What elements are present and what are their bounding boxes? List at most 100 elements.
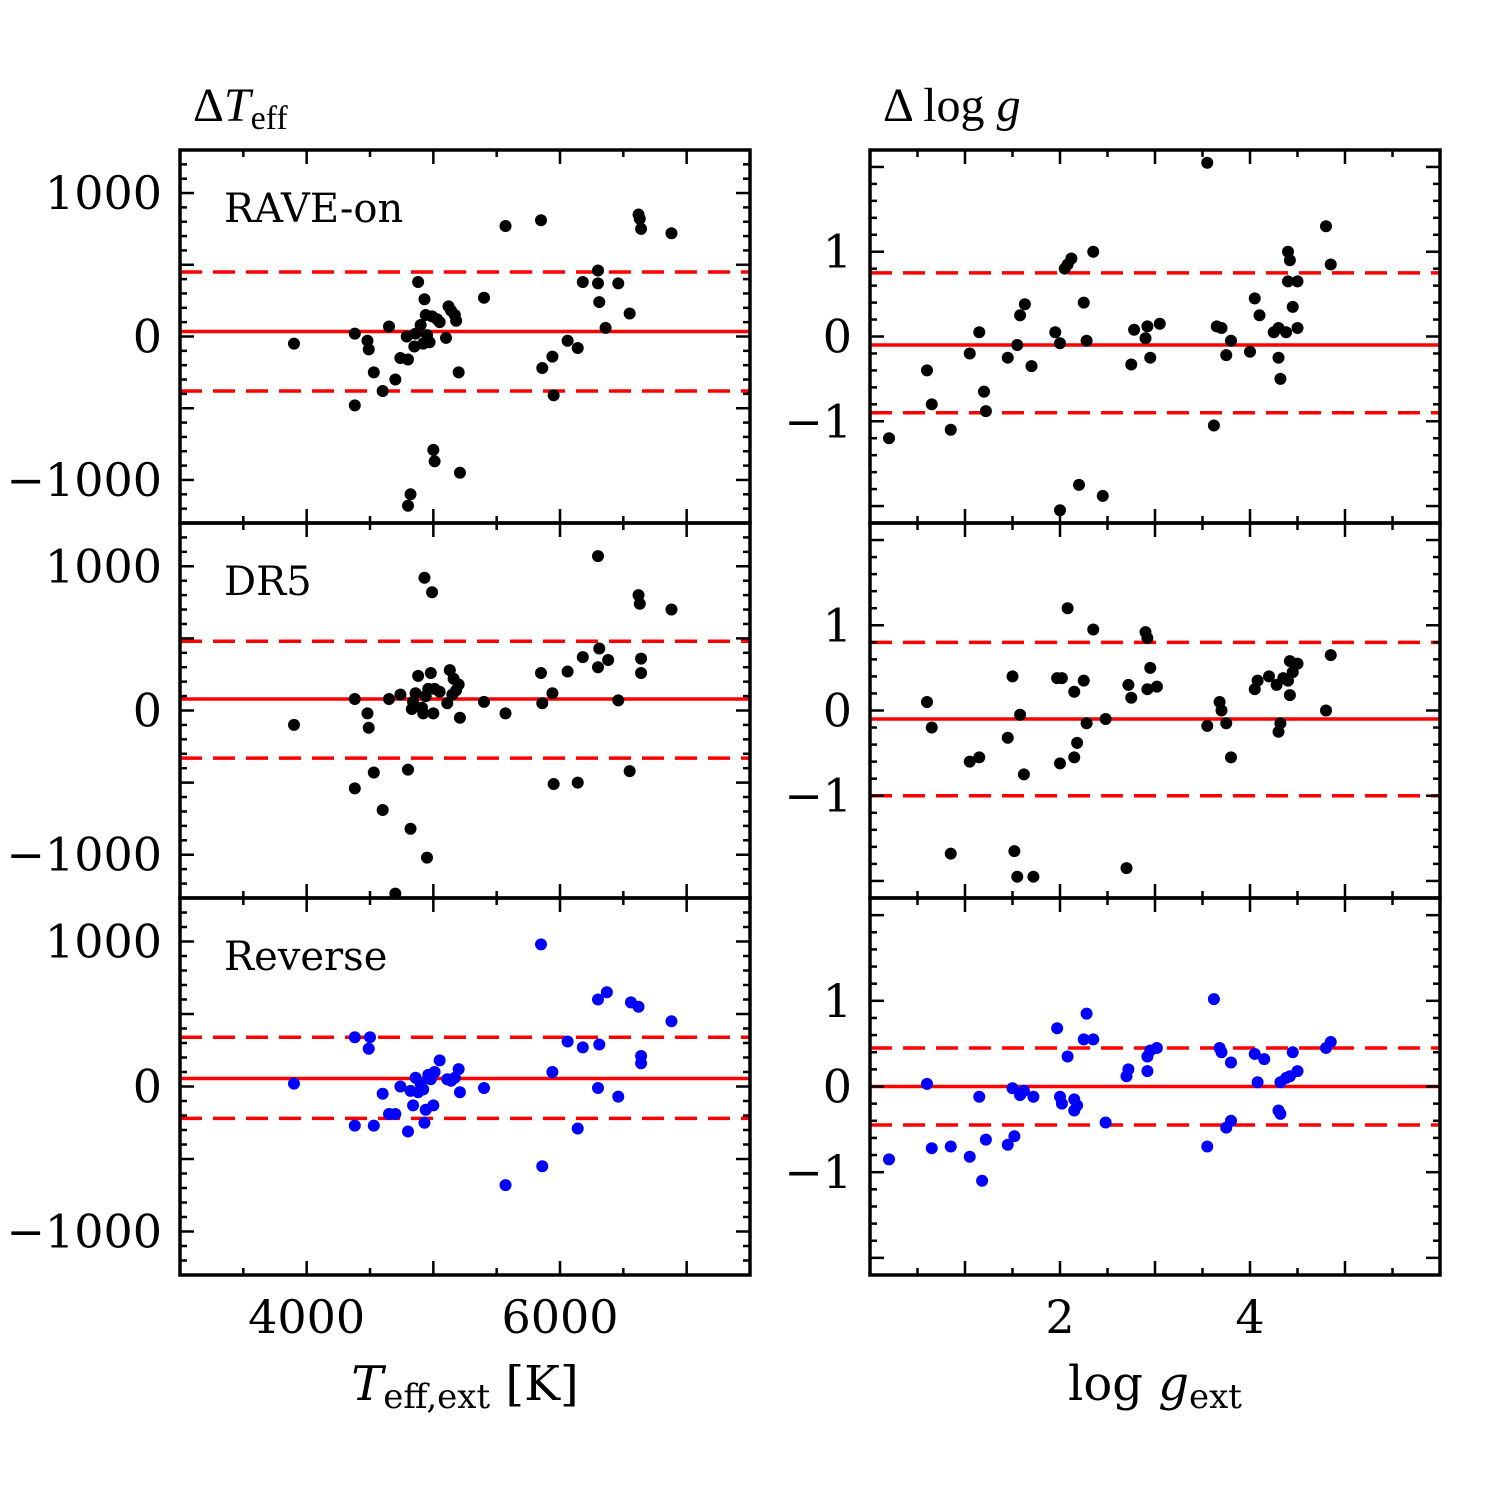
data-point — [402, 1125, 414, 1138]
data-point — [1274, 1107, 1287, 1120]
data-point — [1207, 993, 1220, 1006]
x-tick-label: 4 — [1235, 1290, 1264, 1344]
data-point — [440, 331, 452, 344]
data-point — [1027, 1090, 1040, 1103]
data-point — [361, 707, 374, 720]
data-point — [921, 1077, 933, 1090]
data-point — [963, 347, 976, 360]
data-point — [383, 320, 395, 333]
data-point — [427, 1099, 440, 1112]
data-point — [1324, 1035, 1337, 1048]
data-point — [535, 667, 547, 679]
data-point — [592, 550, 604, 563]
data-point — [348, 1119, 361, 1132]
data-point — [453, 1086, 466, 1099]
data-point — [576, 275, 589, 288]
data-point — [1263, 670, 1275, 683]
row-label-dr5: DR5 — [224, 559, 312, 605]
data-point — [593, 1038, 606, 1051]
data-point — [1274, 717, 1287, 730]
data-point — [1008, 1130, 1021, 1143]
data-point — [976, 1174, 989, 1187]
data-point — [623, 307, 636, 320]
data-point — [973, 751, 986, 764]
data-point — [973, 1090, 986, 1103]
panel-content — [180, 938, 750, 1192]
data-point — [1291, 275, 1304, 288]
data-point — [1150, 1041, 1163, 1054]
y-tick-label: 1000 — [45, 166, 162, 220]
data-point — [1144, 351, 1157, 364]
y-tick-label: 1000 — [45, 915, 162, 969]
data-point — [944, 423, 957, 436]
data-point — [1099, 713, 1112, 726]
data-point — [402, 763, 414, 776]
x-tick-label: 2 — [1045, 1290, 1074, 1344]
data-point — [421, 851, 433, 864]
data-point — [1286, 1046, 1299, 1059]
data-point — [424, 667, 437, 679]
data-point — [452, 366, 465, 379]
data-point — [925, 398, 938, 411]
data-point — [348, 1031, 361, 1044]
data-point — [633, 597, 646, 610]
data-point — [367, 366, 380, 379]
right-column-title: Δ log g — [883, 78, 1021, 133]
data-point — [1280, 326, 1293, 339]
data-point — [1006, 670, 1019, 683]
data-point — [1283, 689, 1296, 702]
data-point — [452, 678, 465, 691]
data-point — [1201, 156, 1214, 169]
title-variable: T — [223, 79, 251, 132]
title-variable: g — [996, 79, 1021, 132]
data-point — [1027, 870, 1040, 883]
data-point — [1014, 309, 1027, 322]
panel-content — [180, 550, 750, 898]
data-point — [1017, 1084, 1030, 1097]
data-point — [1006, 1082, 1019, 1095]
data-point — [1201, 1140, 1214, 1153]
x-tick-label: 6000 — [501, 1290, 618, 1344]
panel-content — [870, 602, 1440, 883]
panel-content — [870, 156, 1440, 517]
left-x-axis-label: Teff,ext [K] — [351, 1356, 578, 1417]
data-point — [1099, 1116, 1112, 1129]
data-point — [1215, 704, 1228, 717]
data-point — [389, 373, 402, 386]
data-point — [1258, 1053, 1271, 1066]
data-point — [433, 316, 446, 329]
left-column-title: ΔTeff — [193, 78, 288, 138]
data-point — [376, 1087, 389, 1100]
data-point — [1251, 1076, 1264, 1089]
data-point — [433, 1054, 446, 1067]
data-point — [376, 804, 389, 817]
data-point — [348, 782, 361, 795]
data-point — [1061, 602, 1074, 615]
y-tick-label: 0 — [823, 684, 852, 738]
data-point — [571, 341, 584, 354]
data-point — [1096, 489, 1109, 502]
data-point — [1139, 332, 1152, 345]
data-point — [1077, 296, 1090, 309]
data-point — [453, 711, 466, 724]
data-point — [925, 1142, 938, 1155]
data-point — [561, 334, 574, 347]
data-point — [536, 1160, 549, 1173]
data-point — [288, 337, 300, 350]
data-point — [623, 765, 636, 778]
data-point — [979, 405, 992, 418]
data-point — [1001, 351, 1014, 364]
data-point — [546, 687, 559, 700]
data-point — [592, 264, 604, 277]
data-point — [402, 353, 414, 366]
panel-left-rave-on: −1000 0 1000 RAVE-on — [6, 148, 752, 525]
data-point — [1001, 731, 1014, 744]
data-point — [1071, 736, 1084, 749]
data-point — [428, 1066, 441, 1078]
data-point — [362, 343, 375, 356]
data-point — [1144, 661, 1157, 674]
data-point — [418, 293, 431, 306]
y-tick-label: −1000 — [6, 453, 162, 507]
data-point — [612, 694, 625, 707]
